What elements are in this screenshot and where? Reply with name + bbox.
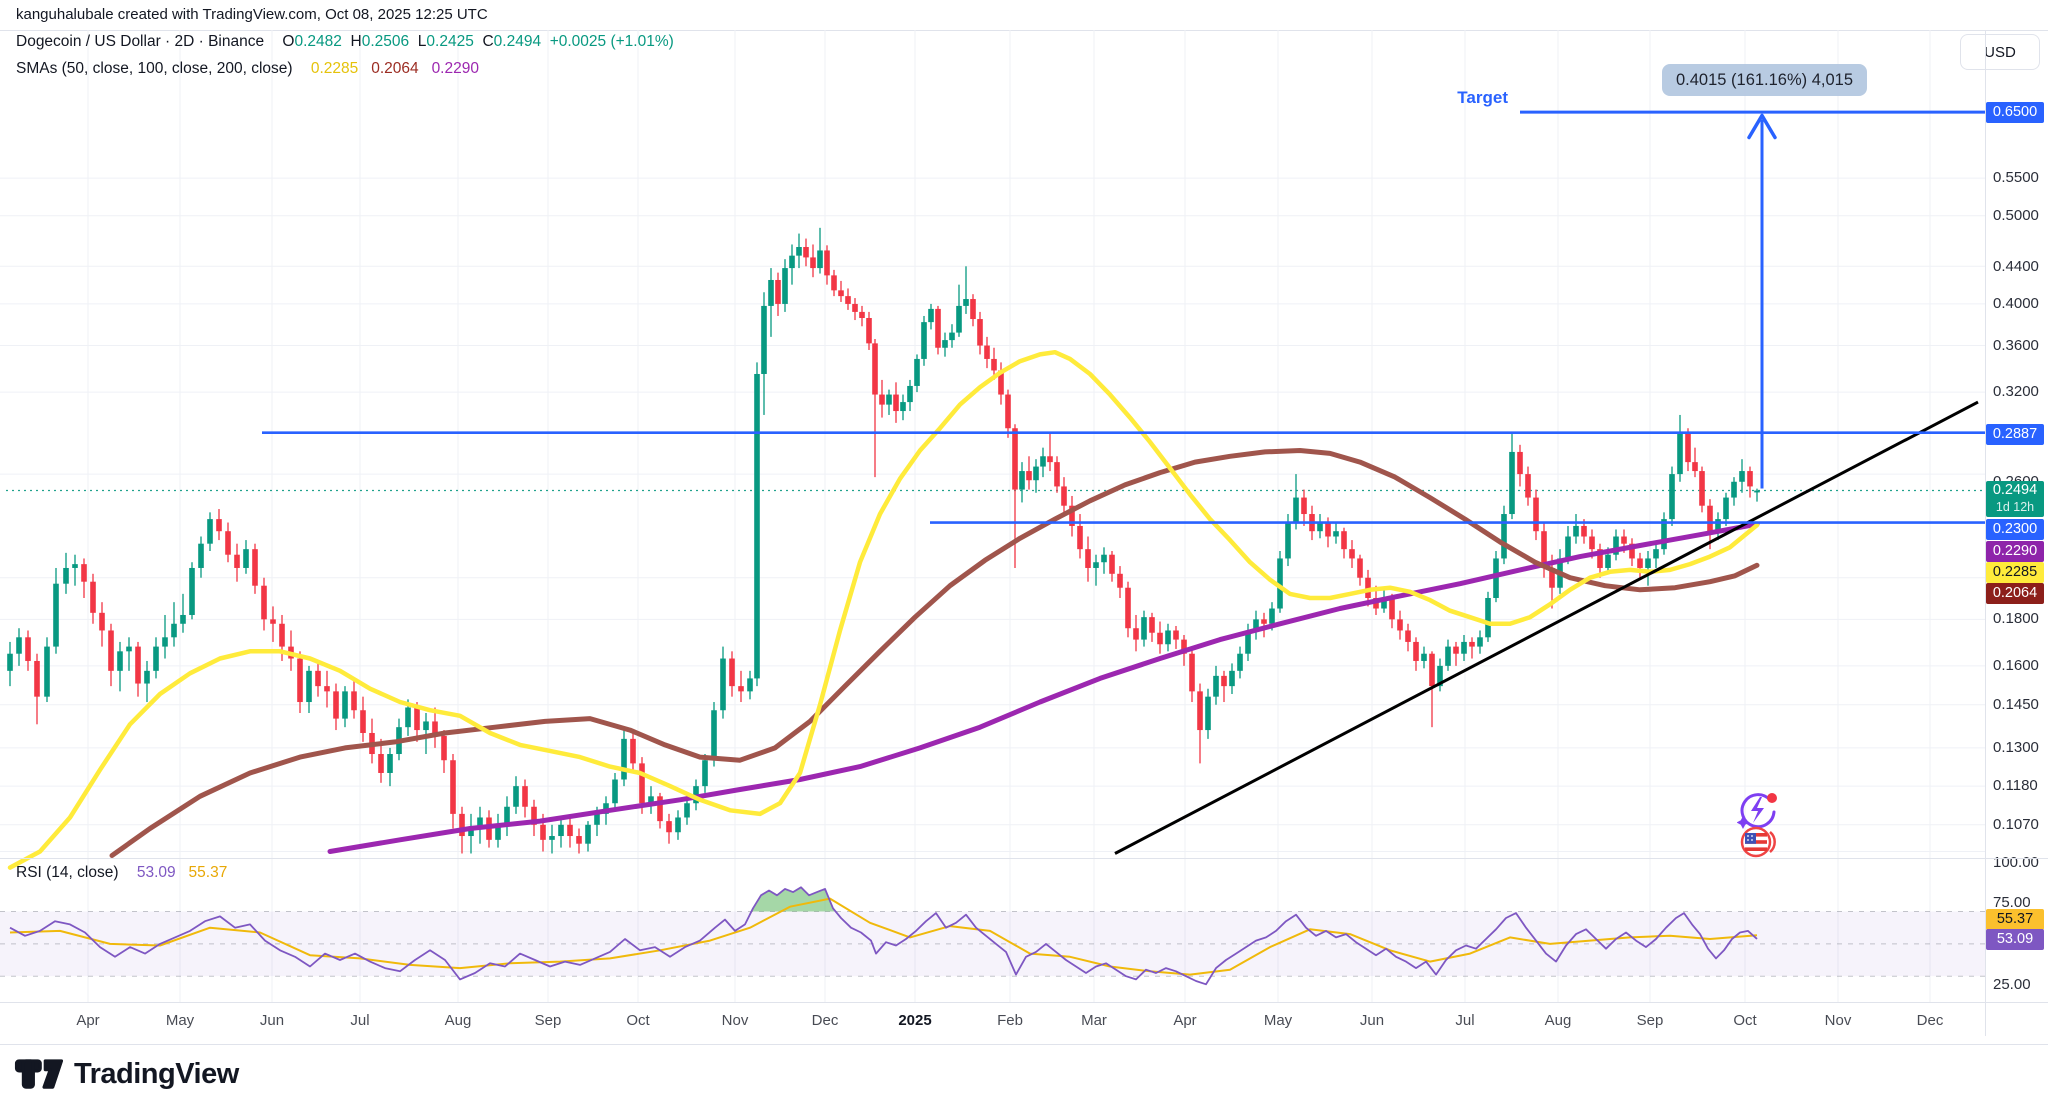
ohlc-open-label: O — [282, 33, 295, 50]
price-scale-label: 0.3200 — [1993, 383, 2039, 400]
time-scale-label: Jul — [1455, 1012, 1475, 1029]
time-scale-label: May — [1263, 1012, 1293, 1029]
time-scale-label: Nov — [1824, 1012, 1852, 1029]
attribution-text: kanguhalubale created with TradingView.c… — [16, 6, 488, 23]
time-axis-separator — [0, 1002, 2048, 1003]
ohlc-high-label: H — [350, 33, 362, 50]
price-scale-badge: 0.2887 — [1986, 423, 2044, 445]
time-scale-label: Jun — [1359, 1012, 1385, 1029]
time-scale-label: Jun — [259, 1012, 285, 1029]
symbol-title[interactable]: Dogecoin / US Dollar · 2D · Binance — [16, 33, 265, 50]
candles — [7, 227, 1760, 854]
time-scale-label: Feb — [997, 1012, 1023, 1029]
time-scale-label: 2025 — [898, 1012, 932, 1029]
signal-indicator-icon[interactable] — [1736, 790, 1779, 835]
time-scale-label: Dec — [1916, 1012, 1944, 1029]
time-scale-label: Aug — [444, 1012, 472, 1029]
time-scale-label: May — [165, 1012, 195, 1029]
current-price-value: 0.2494 — [1992, 482, 2038, 498]
price-scale-badge: 0.2290 — [1986, 540, 2044, 562]
price-scale-badge: 55.37 — [1986, 908, 2044, 930]
rsi-legend-title[interactable]: RSI (14, close) — [16, 864, 119, 881]
time-scale-label: Sep — [1636, 1012, 1664, 1029]
time-scale-label: Nov — [721, 1012, 749, 1029]
tradingview-logo-text: TradingView — [74, 1057, 239, 1090]
time-scale[interactable]: Apr May Jun Jul Aug Sep Oct Nov Dec 2025 Feb Mar Apr… — [0, 1002, 1985, 1044]
top-separator — [0, 30, 2048, 31]
price-scale-badge: 53.09 — [1986, 928, 2044, 950]
ohlc-low-label: L — [417, 33, 427, 50]
ohlc-close-label: C — [482, 33, 494, 50]
symbol-legend[interactable]: Dogecoin / US Dollar · 2D · Binance O0.2… — [16, 33, 674, 51]
time-scale-label: Dec — [811, 1012, 839, 1029]
target-measure-tooltip[interactable]: 0.4015 (161.16%) 4,015 — [1662, 64, 1867, 96]
rsi-ma-value: 55.37 — [188, 864, 228, 881]
current-price-badge: 0.2494 1d 12h — [1986, 481, 2044, 517]
sma-legend[interactable]: SMAs (50, close, 100, close, 200, close)… — [16, 60, 479, 78]
price-scale-label: 0.1180 — [1993, 777, 2038, 794]
ohlc-change: +0.0025 (+1.01%) — [549, 33, 674, 50]
time-scale-label: Oct — [626, 1012, 650, 1029]
sma-legend-title[interactable]: SMAs (50, close, 100, close, 200, close) — [16, 60, 293, 77]
rsi-value: 53.09 — [136, 864, 176, 881]
sma100-value: 0.2064 — [371, 60, 419, 77]
rsi-legend[interactable]: RSI (14, close) 53.09 55.37 — [16, 864, 227, 882]
time-scale-label: Mar — [1081, 1012, 1107, 1029]
ohlc-open-value: 0.2482 — [294, 33, 342, 50]
time-scale-label: Apr — [76, 1012, 100, 1029]
price-scale-label: 0.1450 — [1993, 696, 2039, 713]
time-scale-label: Jul — [350, 1012, 370, 1029]
ohlc-low-value: 0.2425 — [426, 33, 474, 50]
bar-countdown: 1d 12h — [1995, 500, 2035, 514]
price-scale-badge: 0.2285 — [1986, 561, 2044, 583]
price-scale-badge: 0.2064 — [1986, 582, 2044, 604]
price-scale-label: 25.00 — [1993, 976, 2031, 993]
chart-frame-bottom — [0, 1044, 2048, 1045]
tradingview-logo-glyph — [14, 1059, 64, 1089]
sma50-value: 0.2285 — [310, 60, 359, 77]
price-scale-label: 0.1800 — [1993, 610, 2039, 627]
price-scale[interactable]: 0.55000.50000.44000.40000.36000.32000.26… — [1985, 30, 2048, 1036]
time-scale-label: Aug — [1544, 1012, 1572, 1029]
price-scale-label: 0.1300 — [1993, 739, 2039, 756]
currency-unit-button[interactable]: USD — [1960, 34, 2040, 70]
price-scale-label: 0.5000 — [1993, 207, 2039, 224]
price-scale-label: 0.5500 — [1993, 169, 2039, 186]
price-scale-label: 0.4000 — [1993, 295, 2039, 312]
tradingview-logo[interactable]: TradingView — [14, 1052, 239, 1096]
price-scale-label: 75.00 — [1993, 894, 2031, 911]
time-scale-label: Oct — [1733, 1012, 1757, 1029]
sma200-value: 0.2290 — [431, 60, 479, 77]
price-scale-label: 0.4400 — [1993, 258, 2039, 275]
rsi-pane-separator[interactable] — [0, 858, 2048, 859]
price-scale-badge: 0.6500 — [1986, 101, 2044, 123]
price-axis-line — [1985, 30, 1986, 1036]
price-scale-label: 0.1600 — [1993, 657, 2039, 674]
time-scale-label: Sep — [534, 1012, 562, 1029]
price-scale-label: 0.3600 — [1993, 337, 2039, 354]
price-scale-label: 0.1070 — [1993, 816, 2039, 833]
us-flag-coin-icon[interactable] — [1740, 826, 1778, 863]
target-label[interactable]: Target — [1457, 88, 1508, 107]
price-scale-label: 100.00 — [1993, 854, 2039, 871]
ohlc-high-value: 0.2506 — [361, 33, 410, 50]
time-scale-label: Apr — [1173, 1012, 1197, 1029]
ohlc-close-value: 0.2494 — [493, 33, 542, 50]
price-scale-badge: 0.2300 — [1986, 518, 2044, 540]
